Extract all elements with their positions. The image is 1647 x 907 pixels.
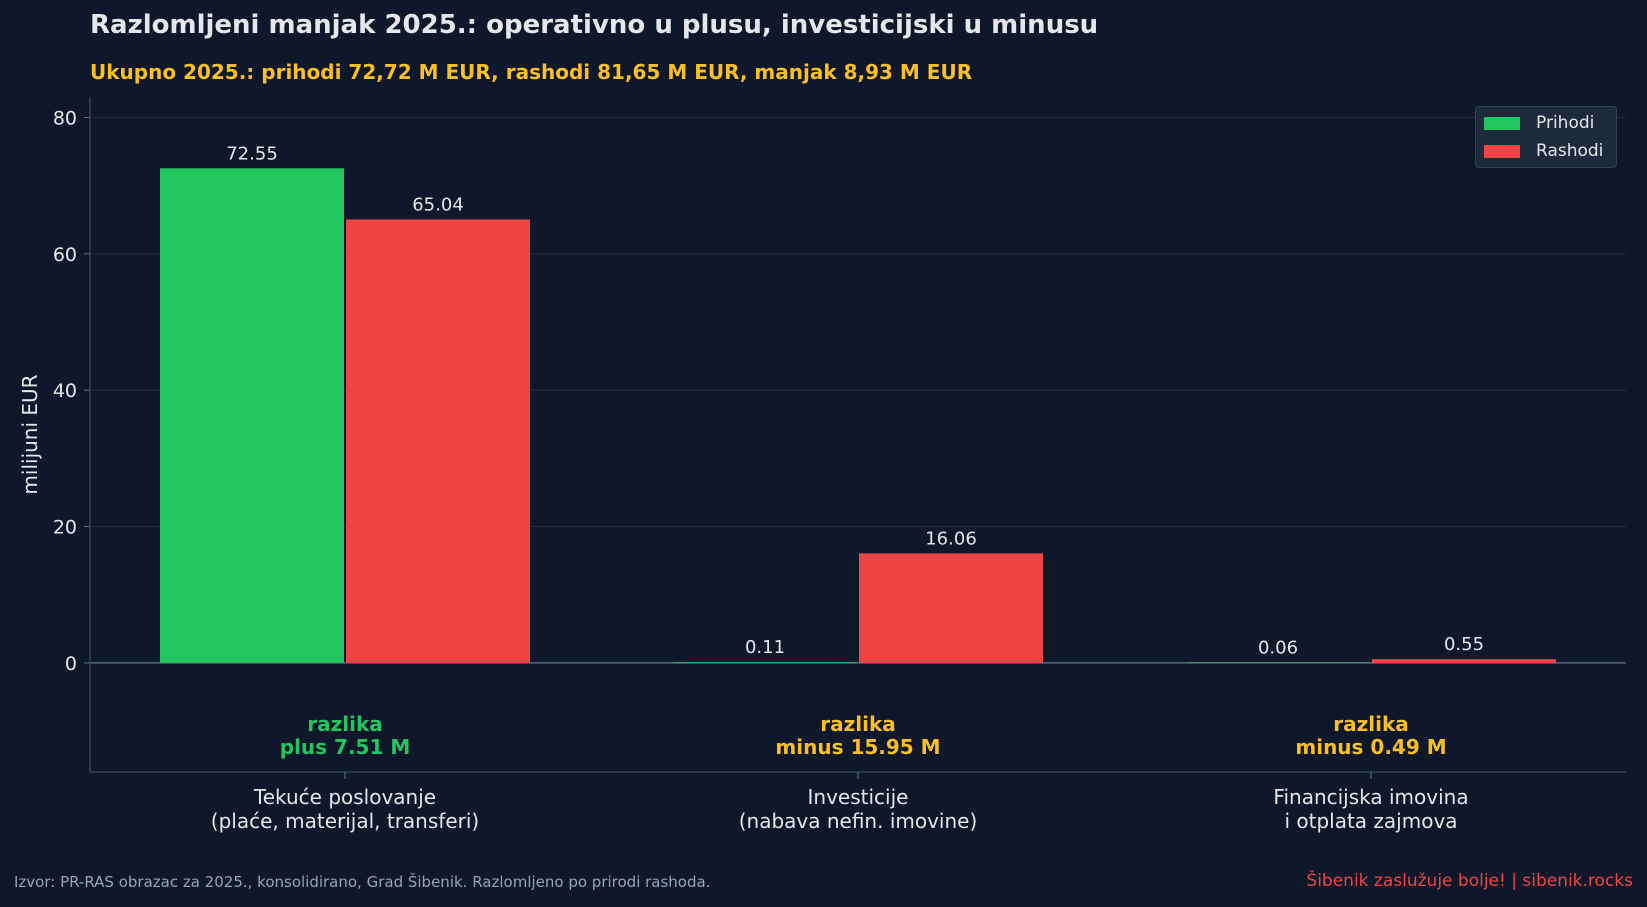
bar-rashodi-1	[859, 553, 1043, 663]
y-tick-label: 40	[53, 380, 77, 402]
brand-tagline: Šibenik zaslužuje bolje! | sibenik.rocks	[1306, 871, 1633, 891]
legend-label-prihodi: Prihodi	[1536, 113, 1595, 133]
x-tick-label: Tekuće poslovanje	[253, 785, 436, 809]
y-tick-label: 80	[53, 107, 77, 129]
chart-subtitle: Ukupno 2025.: prihodi 72,72 M EUR, rasho…	[90, 60, 973, 84]
chart-title: Razlomljeni manjak 2025.: operativno u p…	[90, 10, 1099, 40]
bar-prihodi-0	[160, 168, 344, 663]
legend-item-prihodi: Prihodi	[1484, 113, 1594, 133]
difference-label: razlika	[820, 712, 896, 736]
difference-label: razlika	[1333, 712, 1409, 736]
x-tick-label: Investicije	[808, 785, 909, 809]
bar-value-label: 0.06	[1258, 638, 1298, 659]
bar-rashodi-2	[1372, 659, 1556, 663]
source-note: Izvor: PR-RAS obrazac za 2025., konsolid…	[14, 873, 711, 891]
bar-value-label: 16.06	[925, 528, 977, 549]
bar-rashodi-0	[346, 219, 530, 663]
legend-swatch-prihodi	[1484, 116, 1520, 130]
y-axis-label: milijuni EUR	[18, 374, 42, 494]
difference-value: minus 0.49 M	[1295, 735, 1446, 759]
difference-value: plus 7.51 M	[280, 735, 411, 759]
bar-value-label: 0.55	[1444, 634, 1484, 655]
legend-swatch-rashodi	[1484, 144, 1520, 158]
difference-value: minus 15.95 M	[775, 735, 940, 759]
y-tick-label: 20	[53, 517, 77, 539]
bar-prihodi-2	[1186, 662, 1370, 663]
legend-label-rashodi: Rashodi	[1536, 141, 1604, 161]
x-tick-sublabel: (plaće, materijal, transferi)	[211, 809, 479, 833]
legend-item-rashodi: Rashodi	[1484, 141, 1603, 161]
y-tick-label: 60	[53, 244, 77, 266]
bar-value-label: 65.04	[412, 194, 464, 215]
chart-legend: Prihodi Rashodi	[1475, 106, 1617, 168]
x-tick-sublabel: (nabava nefin. imovine)	[739, 809, 978, 833]
bar-value-label: 72.55	[226, 143, 278, 164]
bar-prihodi-1	[673, 662, 857, 663]
bar-value-label: 0.11	[745, 637, 785, 658]
difference-label: razlika	[307, 712, 383, 736]
x-tick-sublabel: i otplata zajmova	[1284, 809, 1457, 833]
y-tick-label: 0	[65, 653, 77, 675]
x-tick-label: Financijska imovina	[1273, 785, 1468, 809]
